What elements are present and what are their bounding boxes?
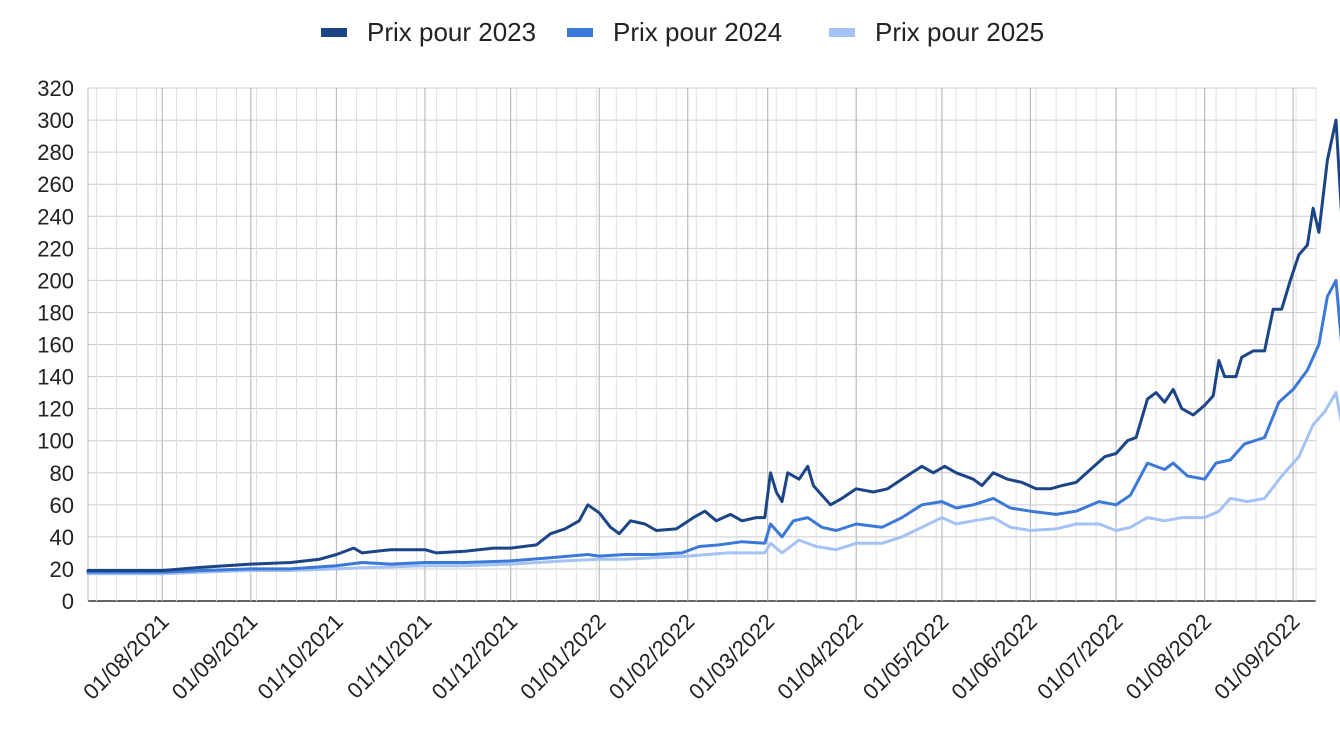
gridlines: [87, 87, 1317, 602]
y-tick-label: 260: [37, 172, 74, 197]
series-line-3: [86, 391, 1340, 576]
x-tick-label: 01/08/2022: [1121, 609, 1217, 705]
x-tick-label: 01/06/2022: [946, 609, 1042, 705]
legend-swatch: [829, 28, 855, 37]
y-tick-label: 60: [50, 493, 74, 518]
y-tick-label: 160: [37, 333, 74, 358]
y-tick-label: 280: [37, 140, 74, 165]
x-tick-label: 01/09/2021: [167, 609, 263, 705]
x-tick-label: 01/08/2021: [78, 609, 174, 705]
series-line-2: [86, 278, 1340, 574]
y-tick-label: 20: [50, 557, 74, 582]
legend-label: Prix pour 2025: [875, 17, 1044, 47]
y-tick-label: 140: [37, 365, 74, 390]
x-tick-label: 01/02/2022: [604, 609, 700, 705]
x-tick-label: 01/09/2022: [1209, 609, 1305, 705]
y-tick-label: 220: [37, 236, 74, 261]
x-tick-label: 01/05/2022: [858, 609, 954, 705]
x-tick-label: 01/01/2022: [515, 609, 611, 705]
y-tick-label: 200: [37, 268, 74, 293]
y-tick-label: 300: [37, 108, 74, 133]
legend-label: Prix pour 2024: [613, 17, 782, 47]
x-tick-label: 01/11/2021: [342, 609, 436, 703]
y-tick-label: 180: [37, 300, 74, 325]
x-tick-label: 01/04/2022: [772, 609, 868, 705]
y-axis: 0 20 40 60 80 100 120 140 160 180 200 220 240 260 280 3…: [37, 76, 74, 614]
y-tick-label: 80: [50, 461, 74, 486]
x-axis: 01/08/202101/09/202101/10/202101/11/2021…: [78, 609, 1304, 705]
legend-swatch: [567, 28, 593, 37]
y-tick-label: 100: [37, 429, 74, 454]
legend-swatch: [321, 28, 347, 37]
y-tick-label: 120: [37, 397, 74, 422]
x-tick-label: 01/12/2021: [427, 609, 523, 705]
y-tick-label: 240: [37, 204, 74, 229]
series-line-1: [86, 118, 1340, 572]
legend-label: Prix pour 2023: [367, 17, 536, 47]
y-tick-label: 320: [37, 76, 74, 101]
y-tick-label: 40: [50, 525, 74, 550]
legend: Prix pour 2023 Prix pour 2024 Prix pour 20…: [321, 17, 1044, 47]
x-tick-label: 01/03/2022: [684, 609, 780, 705]
plot-area: [86, 118, 1340, 576]
x-tick-label: 01/10/2021: [252, 609, 348, 705]
y-tick-label: 0: [62, 589, 74, 614]
x-tick-label: 01/07/2022: [1032, 609, 1128, 705]
